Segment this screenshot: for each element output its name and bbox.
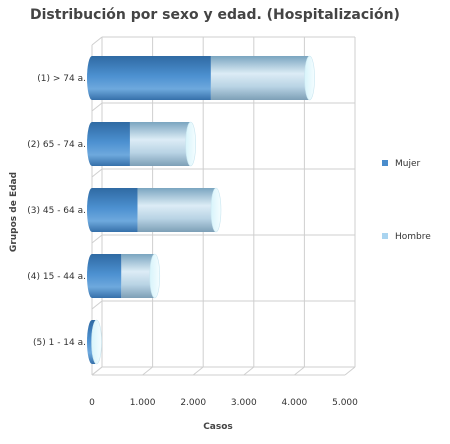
- category-label: (2) 65 - 74 a.: [27, 140, 86, 150]
- bar-mujer: [92, 122, 130, 166]
- bar-end-cap: [210, 187, 222, 233]
- grid-line-side: [91, 168, 103, 178]
- grid-line-floor: [142, 366, 153, 376]
- grid-line-side: [91, 300, 103, 310]
- grid-line-side: [91, 234, 103, 244]
- category-label: (3) 45 - 64 a.: [27, 206, 86, 216]
- x-tick-label: 4.000: [282, 398, 308, 408]
- bars-group: [87, 55, 315, 365]
- bar-base-cap: [87, 254, 97, 298]
- grid-line-floor: [243, 366, 255, 376]
- category-label: (1) > 74 a.: [37, 74, 86, 84]
- bar-end-cap: [304, 55, 315, 101]
- category-labels: (1) > 74 a. (2) 65 - 74 a. (3) 45 - 64 a. (…: [27, 74, 86, 348]
- grid-line-side: [91, 102, 103, 112]
- x-tick-label: 2.000: [180, 398, 206, 408]
- x-tick-label: 0: [89, 398, 95, 408]
- bar-hombre: [129, 122, 191, 166]
- grid-line-side: [91, 366, 103, 376]
- x-tick-label: 3.000: [231, 398, 257, 408]
- category-label: (5) 1 - 14 a.: [33, 338, 86, 348]
- bar-hombre: [121, 254, 155, 298]
- legend-label-mujer: Mujer: [395, 159, 421, 169]
- x-tick-label: 1.000: [130, 398, 156, 408]
- x-tick-label: 5.000: [332, 398, 358, 408]
- grid-line-side: [91, 36, 103, 46]
- category-label: (4) 15 - 44 a.: [27, 272, 86, 282]
- legend-label-hombre: Hombre: [395, 232, 431, 242]
- x-axis-title: Casos: [203, 422, 233, 432]
- x-tick-labels: 0 1.000 2.000 3.000 4.000 5.000: [89, 398, 358, 408]
- bar-base-cap: [87, 122, 97, 166]
- bar-mujer: [92, 56, 211, 100]
- bar-end-cap: [149, 253, 161, 299]
- legend-swatch-mujer: [382, 160, 388, 166]
- bar-hombre: [210, 56, 310, 100]
- bar-end-cap: [91, 319, 102, 365]
- chart-title: Distribución por sexo y edad. (Hospitali…: [30, 7, 400, 23]
- bar-base-cap: [87, 56, 97, 100]
- legend-swatch-hombre: [382, 233, 388, 239]
- grid-line-floor: [294, 366, 305, 376]
- legend: Mujer Hombre: [382, 159, 431, 242]
- grid-line-floor: [344, 366, 356, 376]
- bar-mujer: [92, 188, 138, 232]
- bar-end-cap: [185, 121, 196, 167]
- bar-base-cap: [87, 188, 97, 232]
- y-axis-title: Grupos de Edad: [9, 172, 19, 252]
- grid-line-floor: [192, 366, 204, 376]
- bar-hombre: [137, 188, 216, 232]
